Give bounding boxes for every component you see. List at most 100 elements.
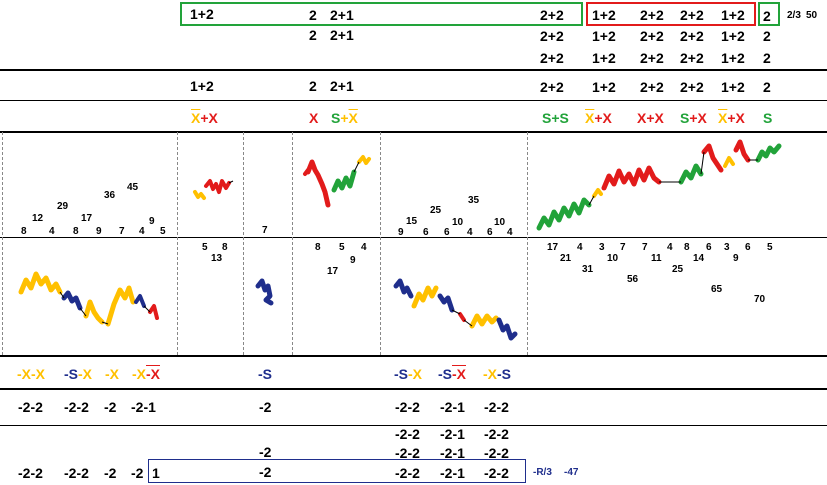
- wave-count: 17: [327, 266, 339, 277]
- summary-label: 1+2: [721, 79, 745, 95]
- symbol-group: X+X: [191, 110, 218, 126]
- summary-label: 2+1: [330, 78, 354, 94]
- bottom-label: -2: [104, 465, 117, 481]
- wave-count: 4: [667, 242, 673, 253]
- wave-count: 12: [32, 213, 44, 224]
- wave-count: 6: [706, 242, 712, 253]
- bottom-label: -2-2: [64, 399, 89, 415]
- wave-count: 4: [361, 242, 367, 253]
- summary-label: 1+2: [190, 78, 214, 94]
- wave-yellow: [83, 299, 105, 325]
- bottom-label: -2-2: [484, 465, 509, 481]
- wave-count: 70: [754, 294, 766, 305]
- wave-count: 5: [339, 242, 345, 253]
- top-label: 2+1: [330, 7, 354, 23]
- bottom-label: -2: [131, 465, 144, 481]
- symbol-group: S+X: [331, 110, 358, 126]
- red-label: 2+2: [640, 7, 664, 23]
- wave-count: 8: [222, 242, 228, 253]
- summary-label: 2+2: [640, 79, 664, 95]
- wave-yellow: [469, 313, 499, 329]
- top-label: 2+2: [540, 7, 564, 23]
- wave-count: 10: [452, 217, 464, 228]
- note-n: -47: [564, 467, 579, 478]
- wave-yellow: [592, 188, 603, 198]
- wave-green: [678, 163, 704, 185]
- wave-navy: [255, 278, 274, 306]
- top-label: 2+2: [540, 50, 564, 66]
- wave-red: [204, 179, 231, 194]
- wave-count: 9: [350, 255, 356, 266]
- wave-count: 7: [119, 226, 125, 237]
- wave-count: 9: [398, 227, 404, 238]
- red-box: [586, 2, 756, 26]
- wave-red: [303, 168, 310, 176]
- top-label: 2+2: [680, 50, 704, 66]
- bottom-label: -2-1: [440, 445, 465, 461]
- bottom-label: -2-1: [131, 399, 156, 415]
- top-label: 1+2: [592, 28, 616, 44]
- wave-count: 15: [406, 216, 418, 227]
- bottom-label: -2-2: [484, 426, 509, 442]
- bottom-label: -2-2: [64, 465, 89, 481]
- top-label: 2+2: [540, 28, 564, 44]
- wave-red: [733, 139, 751, 163]
- bottom-label: -2: [104, 399, 117, 415]
- wave-count: 45: [127, 182, 139, 193]
- summary-label: 2+2: [680, 79, 704, 95]
- summary-label: 2+2: [540, 79, 564, 95]
- wave-count: 29: [57, 201, 69, 212]
- lower-label: -S-X: [64, 366, 92, 382]
- wave-count: 3: [599, 242, 605, 253]
- wave-yellow: [723, 156, 735, 168]
- lower-label: -S: [258, 366, 272, 382]
- wave-count: 65: [711, 284, 723, 295]
- wave-red: [601, 165, 662, 191]
- top-label: 1+2: [721, 50, 745, 66]
- bottom-label: 1: [152, 465, 160, 481]
- top-label: 1+2: [592, 50, 616, 66]
- symbol-group: S+X: [680, 110, 707, 126]
- note-r: -R/3: [533, 467, 552, 478]
- wave-navy: [134, 294, 146, 308]
- green-box-small: [758, 2, 780, 26]
- wave-count: 6: [423, 227, 429, 238]
- symbol-group: X+X: [718, 110, 745, 126]
- wave-yellow: [18, 271, 63, 295]
- green-box-wide: [180, 2, 583, 26]
- red-label: 1+2: [592, 7, 616, 23]
- wave-count: 6: [444, 227, 450, 238]
- lower-label: -S-X: [438, 366, 466, 382]
- red-label: 2+2: [680, 7, 704, 23]
- wave-count: 21: [560, 253, 572, 264]
- top-label: 1+2: [721, 28, 745, 44]
- top-label: 2: [309, 27, 317, 43]
- wave-count: 5: [160, 226, 166, 237]
- wave-count: 4: [139, 226, 145, 237]
- wave-count: 14: [693, 253, 705, 264]
- wave-count: 7: [642, 242, 648, 253]
- summary-label: 2: [309, 78, 317, 94]
- wave-green: [331, 169, 357, 193]
- top-label: 2+2: [680, 28, 704, 44]
- note-number: 50: [806, 10, 818, 21]
- wave-count: 7: [620, 242, 626, 253]
- wave-count: 5: [767, 242, 773, 253]
- wave-count: 17: [547, 242, 559, 253]
- wave-count: 6: [487, 227, 493, 238]
- top-label: 2+1: [330, 27, 354, 43]
- bottom-label: -2-1: [440, 426, 465, 442]
- bottom-label: -2-2: [484, 445, 509, 461]
- red-label: 1+2: [721, 7, 745, 23]
- wave-red: [458, 312, 466, 322]
- wave-count: 3: [724, 242, 730, 253]
- wave-yellow: [105, 285, 136, 327]
- wave-count: 9: [96, 226, 102, 237]
- wave-count: 9: [149, 216, 155, 227]
- wave-yellow: [357, 155, 371, 165]
- wave-green: [755, 143, 782, 163]
- lower-label: -X-X: [132, 366, 160, 382]
- wave-count: 10: [494, 217, 506, 228]
- wave-count: 4: [507, 227, 513, 238]
